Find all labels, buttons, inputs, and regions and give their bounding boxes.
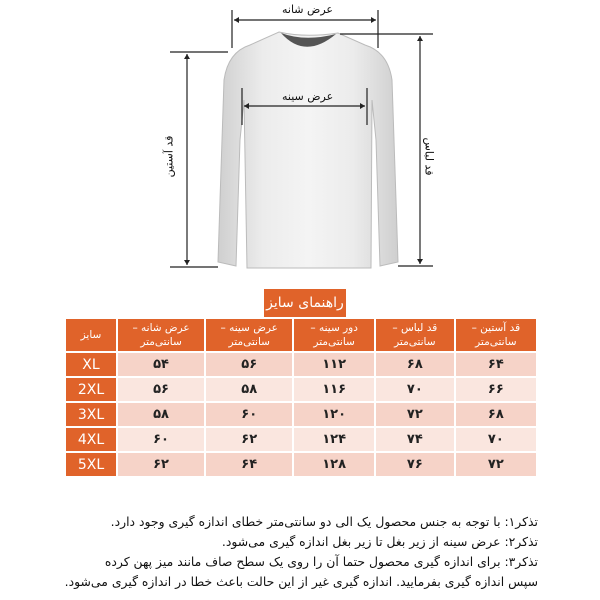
cell-chest-width: ۶۴ [206,453,293,476]
size-guide-title: راهنمای سایز [264,289,346,317]
cell-size: 3XL [66,403,116,426]
cell-size: 5XL [66,453,116,476]
measurement-diagram: عرض شانه عرض سینه قد آستین قد لباس [0,0,600,285]
cell-shoulder-width: ۵۴ [118,353,205,376]
cell-chest-circumference: ۱۱۲ [294,353,374,376]
table-row: 2XL ۵۶ ۵۸ ۱۱۶ ۷۰ ۶۶ [66,378,536,401]
table-row: 5XL ۶۲ ۶۴ ۱۲۸ ۷۶ ۷۲ [66,453,536,476]
cell-sleeve-length: ۷۲ [455,453,536,476]
cell-chest-circumference: ۱۲۴ [294,428,374,451]
header-shoulder-width: عرض شانه – سانتی‌متر [118,319,205,351]
cell-garment-length: ۷۶ [375,453,454,476]
cell-chest-width: ۶۲ [206,428,293,451]
cell-chest-width: ۵۶ [206,353,293,376]
header-size: سایز [66,319,116,351]
cell-sleeve-length: ۷۰ [455,428,536,451]
table-row: XL ۵۴ ۵۶ ۱۱۲ ۶۸ ۶۴ [66,353,536,376]
shoulder-width-label: عرض شانه [282,3,333,16]
cell-chest-width: ۵۸ [206,378,293,401]
header-chest-width: عرض سینه – سانتی‌متر [206,319,293,351]
cell-shoulder-width: ۶۲ [118,453,205,476]
size-table: سایز عرض شانه – سانتی‌متر عرض سینه – سان… [64,317,538,478]
cell-chest-circumference: ۱۲۸ [294,453,374,476]
cell-shoulder-width: ۵۶ [118,378,205,401]
cell-garment-length: ۷۴ [375,428,454,451]
notes: تذکر۱: با توجه به جنس محصول یک الی دو سا… [18,512,538,592]
table-header-row: سایز عرض شانه – سانتی‌متر عرض سینه – سان… [66,319,536,351]
cell-garment-length: ۶۸ [375,353,454,376]
note-1: تذکر۱: با توجه به جنس محصول یک الی دو سا… [110,514,538,529]
cell-sleeve-length: ۶۶ [455,378,536,401]
cell-garment-length: ۷۰ [375,378,454,401]
header-sleeve-length: قد آستین – سانتی‌متر [455,319,536,351]
cell-chest-width: ۶۰ [206,403,293,426]
sweater-illustration [170,10,433,269]
cell-sleeve-length: ۶۴ [455,353,536,376]
header-garment-length: قد لباس – سانتی‌متر [375,319,454,351]
note-3: تذکر۳: برای اندازه گیری محصول حتما آن را… [104,554,538,569]
chest-width-label: عرض سینه [282,90,334,103]
note-3-continued: سپس اندازه گیری بفرمایید. اندازه گیری غی… [64,574,538,589]
cell-sleeve-length: ۶۸ [455,403,536,426]
table-row: 3XL ۵۸ ۶۰ ۱۲۰ ۷۲ ۶۸ [66,403,536,426]
cell-chest-circumference: ۱۱۶ [294,378,374,401]
table-row: 4XL ۶۰ ۶۲ ۱۲۴ ۷۴ ۷۰ [66,428,536,451]
garment-length-label: قد لباس [422,137,436,176]
cell-size: 4XL [66,428,116,451]
cell-shoulder-width: ۶۰ [118,428,205,451]
sweater-shape [217,31,399,269]
cell-chest-circumference: ۱۲۰ [294,403,374,426]
sleeve-length-label: قد آستین [162,135,176,178]
cell-size: XL [66,353,116,376]
cell-size: 2XL [66,378,116,401]
cell-garment-length: ۷۲ [375,403,454,426]
cell-shoulder-width: ۵۸ [118,403,205,426]
header-chest-circumference: دور سینه – سانتی‌متر [294,319,374,351]
note-2: تذکر۲: عرض سینه از زیر بغل تا زیر بغل ان… [221,534,538,549]
